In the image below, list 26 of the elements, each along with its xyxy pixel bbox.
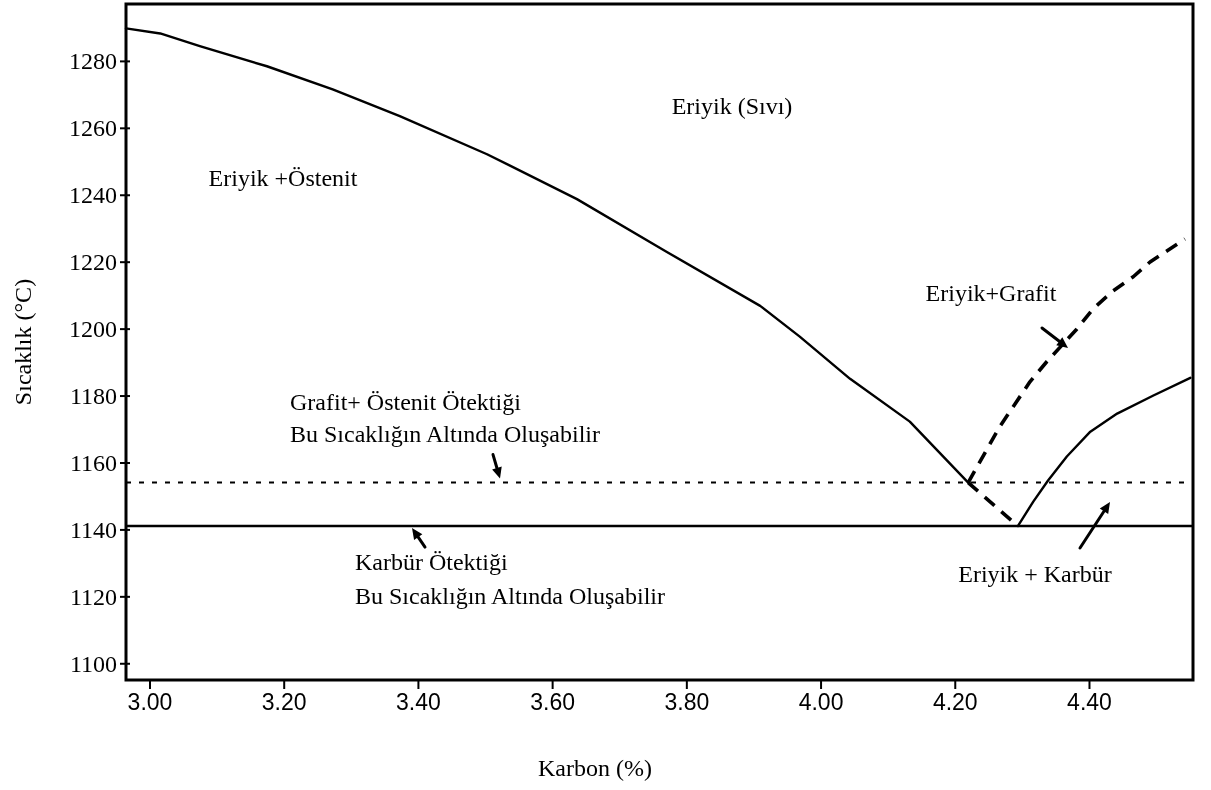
x-tick-label: 3.60 — [530, 689, 576, 715]
x-tick-label: 3.00 — [127, 689, 173, 715]
y-tick-label: 1240 — [69, 182, 117, 209]
x-tick-label: 4.00 — [798, 689, 844, 715]
y-tick-label: 1140 — [69, 516, 117, 543]
annotation: Eriyik + Karbür — [958, 561, 1112, 587]
x-tick-label: 4.40 — [1067, 689, 1112, 715]
x-tick-label: 4.20 — [932, 689, 978, 715]
y-tick-label: 1120 — [69, 583, 117, 610]
y-tick-label: 1160 — [69, 449, 117, 476]
x-tick-label: 3.20 — [261, 689, 307, 715]
y-tick-label: 1260 — [69, 115, 117, 142]
y-tick-label: 1200 — [69, 316, 117, 343]
x-axis-title: Karbon (%) — [538, 755, 652, 781]
annotation: Eriyik (Sıvı) — [671, 93, 793, 119]
annotation: Eriyik+Grafit — [925, 280, 1057, 306]
x-tick-label: 3.80 — [664, 689, 710, 715]
x-tick-label: 3.40 — [396, 689, 441, 715]
legend-label: Karbür Ötektiği Bu Sıcaklığın Altında Oluşabilir — [355, 549, 665, 610]
y-tick-label: 1220 — [69, 249, 117, 276]
ref-line-label: Grafit+ Östenit Ötektiği Bu Sıcaklığın Altında Oluşabilir — [290, 388, 600, 447]
y-axis-title: Sıcaklık (°C) — [10, 278, 36, 406]
y-tick-label: 1180 — [69, 383, 117, 410]
y-tick-label: 1100 — [69, 650, 117, 677]
annotation: Eriyik +Östenit — [208, 165, 358, 191]
y-tick-label: 1280 — [69, 48, 117, 75]
